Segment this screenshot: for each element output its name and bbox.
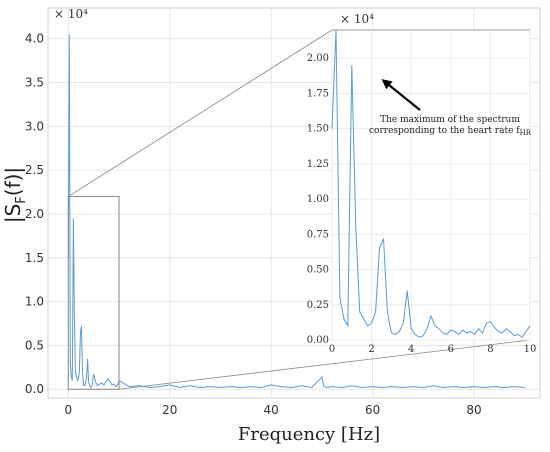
inset-y-tick-label: 0.25: [307, 300, 329, 311]
main-y-tick-label: 2.5: [25, 163, 44, 177]
main-x-tick-label: 60: [365, 403, 380, 417]
inset-y-tick-label: 1.75: [307, 88, 329, 99]
inset-y-tick-label: 1.50: [307, 124, 329, 135]
main-multiplier: × 10⁴: [54, 7, 88, 21]
inset-x-tick-label: 6: [448, 344, 454, 355]
main-y-tick-label: 3.0: [25, 119, 44, 133]
inset-x-tick-label: 2: [368, 344, 374, 355]
inset-x-tick-label: 0: [329, 344, 335, 355]
zoom-connector-bottom: [118, 339, 531, 390]
annotation: The maximum of the spectrum correspondin…: [369, 79, 532, 137]
inset-y-tick-label: 2.00: [307, 53, 329, 64]
inset-x-tick-label: 8: [487, 344, 493, 355]
main-y-tick-label: 4.0: [25, 32, 44, 46]
main-y-tick-label: 3.5: [25, 75, 44, 89]
main-series-line: [67, 34, 525, 389]
y-axis-label: |SF(f)|: [1, 167, 29, 223]
main-y-tick-label: 0.0: [25, 382, 44, 396]
inset-grid: [331, 30, 531, 341]
inset-y-tick-label: 0.50: [307, 265, 329, 276]
x-axis-label: Frequency [Hz]: [238, 424, 380, 445]
zoom-box: [67, 195, 120, 390]
main-x-ticks: 0 20 40 60 80: [64, 403, 481, 417]
main-y-ticks: 0.0 0.5 1.0 1.5 2.0 2.5 3.0 3.5 4.0: [25, 32, 44, 397]
annotation-line-1: The maximum of the spectrum: [380, 115, 520, 125]
annotation-line-2: corresponding to the heart rate fHR: [369, 126, 532, 137]
inset-multiplier: × 10⁴: [340, 12, 374, 26]
inset-plot: 0 2 4 6 8 10 0.00 0.25 0.50 0.75 1.00 1.25 1.50 1.75…: [307, 12, 537, 355]
main-y-tick-label: 1.5: [25, 251, 44, 265]
inset-y-tick-label: 1.25: [307, 159, 329, 170]
main-x-tick-label: 40: [264, 403, 279, 417]
main-x-tick-label: 20: [162, 403, 177, 417]
annotation-arrow-head: [381, 79, 393, 90]
annotation-arrow: [388, 84, 421, 111]
inset-y-ticks: 0.00 0.25 0.50 0.75 1.00 1.25 1.50 1.75 2.00: [307, 53, 329, 346]
inset-x-ticks: 0 2 4 6 8 10: [329, 344, 537, 355]
main-y-tick-label: 0.5: [25, 338, 44, 352]
zoom-indicator: [67, 29, 531, 390]
main-plot-frame: [47, 7, 541, 399]
inset-x-tick-label: 10: [524, 344, 537, 355]
inset-y-tick-label: 1.00: [307, 194, 329, 205]
main-x-tick-label: 80: [466, 403, 481, 417]
inset-y-tick-label: 0.00: [307, 335, 329, 346]
zoom-connector-top: [68, 29, 333, 197]
main-y-tick-label: 2.0: [25, 207, 44, 221]
inset-series-line: [331, 29, 531, 338]
inset-plot-frame: [331, 29, 531, 341]
main-y-tick-label: 1.0: [25, 295, 44, 309]
inset-x-tick-label: 4: [408, 344, 414, 355]
main-x-tick-label: 0: [64, 403, 72, 417]
inset-y-tick-label: 0.75: [307, 229, 329, 240]
